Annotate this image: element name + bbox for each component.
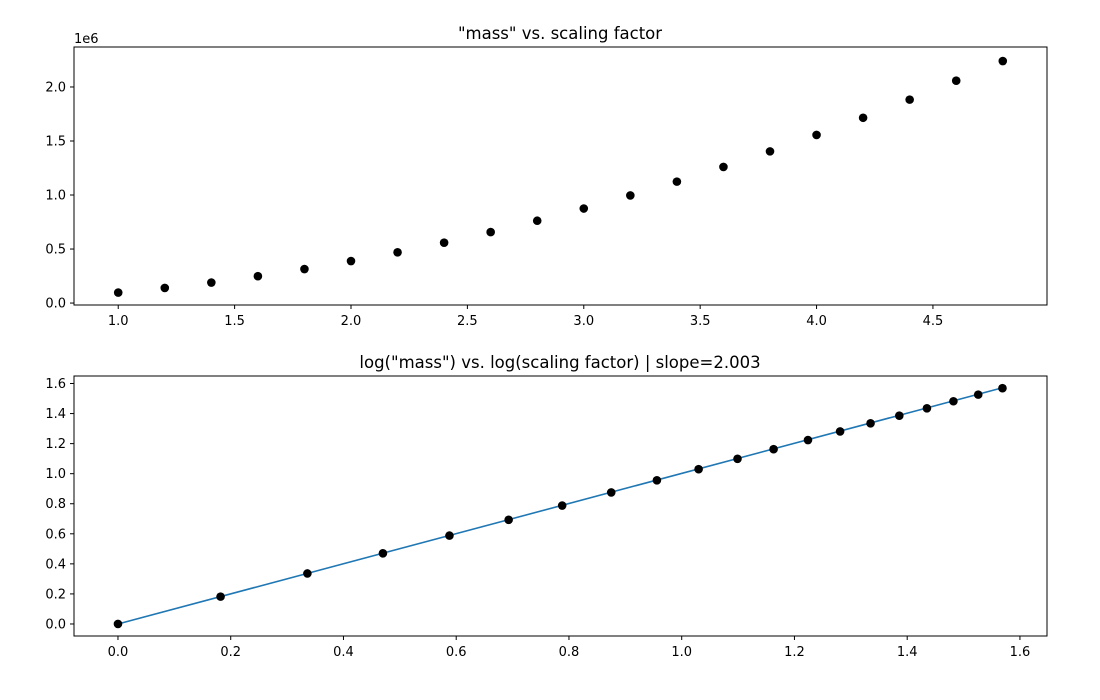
bottom-chart-y-tick-label: 0.8 — [45, 497, 66, 512]
top-chart-data-point — [393, 247, 402, 257]
bottom-chart-data-point — [606, 488, 616, 497]
bottom-chart-data-point — [803, 435, 813, 445]
bottom-chart-y-tick-label: 1.0 — [45, 467, 66, 482]
top-chart-y-tick-label: 1.5 — [45, 134, 66, 149]
bottom-chart-data-point — [652, 476, 662, 485]
bottom-chart-data-point — [973, 390, 983, 399]
top-chart-data-point — [113, 288, 123, 297]
bottom-chart-data-point — [303, 569, 312, 578]
top-chart-y-tick-label: 1.0 — [45, 189, 66, 204]
top-chart-x-tick-label: 3.5 — [690, 314, 711, 329]
bottom-chart-x-tick-label: 0.0 — [108, 645, 129, 660]
bottom-chart-data-point — [922, 404, 932, 413]
top-chart-marks — [113, 56, 1008, 297]
bottom-chart-ticks: 0.0 0.2 0.4 0.6 0.8 1.0 1.2 1.4 1.6 0.0 0.2 0.4 0.6 0… — [45, 377, 1030, 660]
top-chart-data-point — [486, 227, 495, 237]
top-chart-data-point — [626, 191, 635, 200]
top-chart-data-point — [858, 113, 868, 123]
top-chart-data-point — [905, 95, 914, 104]
top-chart-x-tick-label: 3.0 — [573, 314, 594, 329]
bottom-chart-title: log("mass") vs. log(scaling factor) | sl… — [359, 353, 760, 372]
top-chart-data-point — [719, 162, 728, 172]
top-chart-data-point — [998, 56, 1008, 66]
bottom-chart-x-tick-label: 0.4 — [333, 645, 354, 660]
bottom-chart-data-point — [378, 549, 388, 558]
bottom-chart-y-tick-label: 1.2 — [45, 437, 66, 452]
top-chart-data-point — [160, 283, 170, 293]
top-chart-x-tick-label: 4.5 — [923, 314, 944, 329]
top-chart-axes-frame — [73, 46, 1048, 306]
bottom-chart-x-tick-label: 1.6 — [1010, 645, 1031, 660]
bottom-chart-data-point — [949, 396, 958, 406]
bottom-chart-marks — [113, 383, 1007, 629]
bottom-chart-data-point — [557, 501, 567, 510]
bottom-chart-data-point — [113, 619, 123, 629]
top-chart-data-point — [951, 76, 961, 86]
bottom-chart-y-tick-label: 0.0 — [45, 617, 66, 632]
bottom-chart-data-point — [895, 411, 904, 420]
bottom-chart-data-point — [216, 592, 225, 601]
top-chart-data-point — [579, 204, 589, 213]
top-chart-y-offset-label: 1e6 — [74, 32, 99, 47]
bottom-chart-data-point — [733, 454, 742, 464]
top-chart-x-tick-label: 2.0 — [341, 314, 362, 329]
top-chart-data-point — [672, 177, 682, 186]
bottom-chart-x-tick-label: 0.2 — [220, 645, 241, 660]
top-chart-data-point — [253, 271, 263, 281]
bottom-chart-x-tick-label: 0.6 — [446, 645, 467, 660]
top-chart-data-point — [346, 256, 356, 266]
bottom-chart-x-tick-label: 1.4 — [897, 645, 918, 660]
top-chart-x-tick-label: 1.5 — [224, 314, 245, 329]
bottom-chart-y-tick-label: 0.2 — [45, 587, 66, 602]
top-chart-title: "mass" vs. scaling factor — [458, 24, 662, 43]
bottom-chart-x-tick-label: 1.0 — [671, 645, 692, 660]
bottom-chart-y-tick-label: 1.4 — [45, 407, 66, 422]
top-chart-x-tick-label: 4.0 — [806, 314, 827, 329]
bottom-chart-y-tick-label: 0.4 — [45, 557, 66, 572]
bottom-chart-data-point — [504, 515, 513, 525]
top-chart-x-tick-label: 1.0 — [108, 314, 129, 329]
top-chart-ticks: 1.0 1.5 2.0 2.5 3.0 3.5 4.0 4.5 0.0 0.5 1.0 1.5 2.0 — [45, 80, 943, 329]
top-chart-data-point — [812, 130, 821, 140]
top-chart-y-tick-label: 0.0 — [45, 297, 66, 312]
bottom-chart-data-point — [445, 531, 454, 540]
top-chart-data-point — [765, 147, 775, 156]
top-chart-data-point — [532, 216, 542, 226]
top-chart-y-tick-label: 2.0 — [45, 80, 66, 95]
bottom-chart-data-point — [694, 464, 703, 474]
bottom-chart-data-point — [866, 419, 875, 428]
bottom-chart-y-tick-label: 0.6 — [45, 527, 66, 542]
bottom-chart-x-tick-label: 0.8 — [559, 645, 580, 660]
top-chart-data-point — [300, 264, 309, 274]
bottom-chart-data-point — [769, 444, 778, 454]
bottom-chart-y-tick-label: 1.6 — [45, 377, 66, 392]
top-chart-x-tick-label: 2.5 — [457, 314, 478, 329]
top-chart-panel: "mass" vs. scaling factor 1e6 1.0 1.5 2.0 2… — [45, 24, 1048, 329]
bottom-chart-panel: log("mass") vs. log(scaling factor) | sl… — [45, 353, 1048, 660]
bottom-chart-x-tick-label: 1.2 — [784, 645, 805, 660]
bottom-chart-data-point — [835, 427, 845, 436]
top-chart-y-tick-label: 0.5 — [45, 243, 66, 258]
top-chart-data-point — [207, 278, 216, 287]
bottom-chart-axes-frame — [73, 375, 1048, 637]
bottom-chart-data-point — [998, 383, 1007, 393]
top-chart-data-point — [439, 238, 449, 247]
